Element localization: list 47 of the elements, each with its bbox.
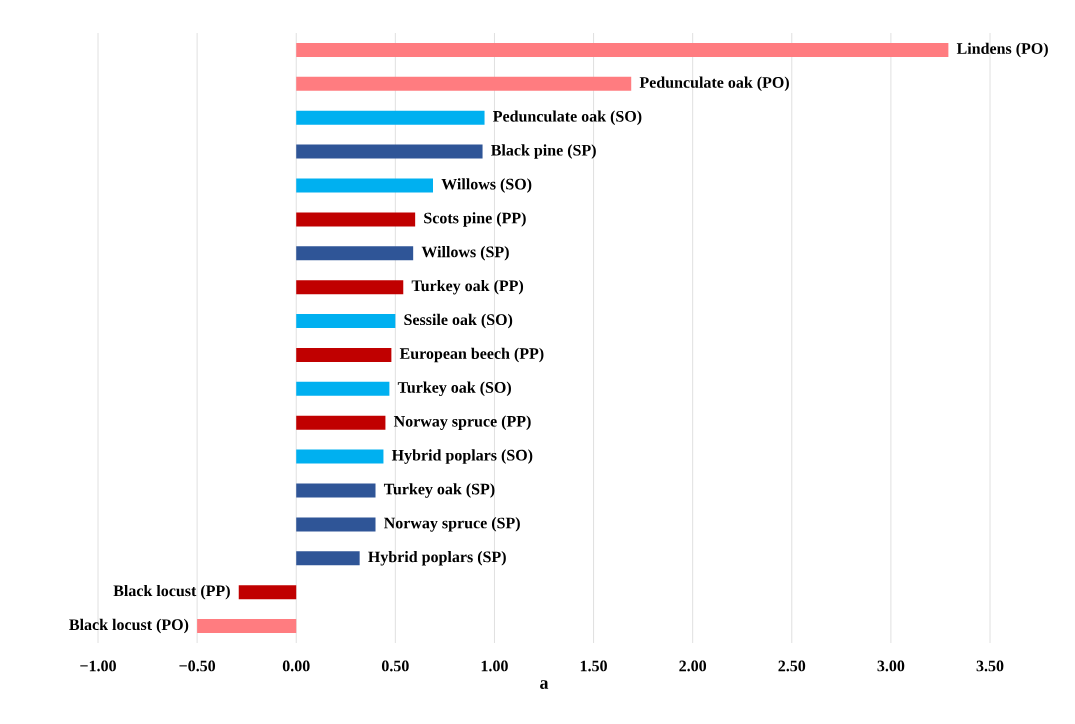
bar bbox=[296, 347, 392, 362]
x-tick-label: 3.50 bbox=[976, 660, 1004, 672]
bar bbox=[296, 110, 485, 125]
y-tick-label: Norway spruce (SP) bbox=[384, 517, 520, 532]
x-tick-label: 1.50 bbox=[580, 660, 607, 672]
bar bbox=[296, 280, 404, 295]
bar bbox=[296, 517, 376, 532]
y-tick-label: Norway spruce (PP) bbox=[393, 415, 531, 430]
x-tick-label: 2.00 bbox=[679, 660, 707, 672]
y-tick-label: European beech (PP) bbox=[399, 347, 544, 363]
y-tick-label: Willows (SO) bbox=[441, 178, 532, 193]
bar bbox=[296, 483, 376, 498]
y-tick-label: Hybrid poplars (SO) bbox=[391, 449, 533, 464]
bar bbox=[296, 144, 483, 159]
x-tick-label: 0.50 bbox=[381, 660, 409, 672]
bar bbox=[296, 178, 433, 193]
y-tick-label: Black locust (PO) bbox=[69, 618, 189, 634]
bar bbox=[296, 551, 360, 566]
y-tick-label: Lindens (PO) bbox=[956, 42, 1048, 58]
x-axis-title: a bbox=[540, 680, 549, 689]
bar bbox=[296, 381, 390, 396]
bar bbox=[238, 585, 297, 600]
bar bbox=[296, 314, 396, 329]
y-tick-label: Sessile oak (SO) bbox=[404, 313, 513, 329]
bar bbox=[296, 42, 949, 57]
y-tick-label: Black pine (SP) bbox=[491, 144, 596, 159]
y-tick-label: Black locust (PP) bbox=[113, 584, 230, 600]
y-tick-label: Turkey oak (SO) bbox=[397, 381, 511, 397]
x-tick-label: −0.50 bbox=[179, 660, 216, 672]
bar bbox=[296, 449, 384, 464]
bar bbox=[197, 619, 297, 634]
y-tick-label: Turkey oak (PP) bbox=[411, 279, 524, 295]
y-tick-label: Pedunculate oak (SO) bbox=[493, 110, 642, 125]
x-tick-label: −1.00 bbox=[80, 660, 116, 672]
bar bbox=[296, 76, 632, 91]
x-tick-label: 2.50 bbox=[778, 660, 806, 672]
bar bbox=[296, 212, 416, 227]
y-tick-label: Pedunculate oak (PO) bbox=[639, 76, 789, 92]
bar bbox=[296, 246, 414, 261]
y-tick-label: Willows (SP) bbox=[421, 246, 509, 261]
y-tick-label: Scots pine (PP) bbox=[424, 212, 526, 227]
y-tick-label: Hybrid poplars (SP) bbox=[368, 551, 506, 566]
x-tick-label: 3.00 bbox=[877, 660, 905, 672]
x-tick-label: 1.00 bbox=[481, 660, 508, 672]
y-tick-label: Turkey oak (SP) bbox=[383, 483, 495, 498]
bar bbox=[296, 415, 386, 430]
x-tick-label: 0.00 bbox=[282, 660, 310, 672]
